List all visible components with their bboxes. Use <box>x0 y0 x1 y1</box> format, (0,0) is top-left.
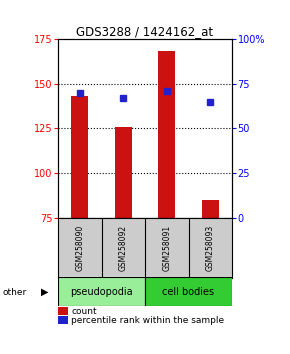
Text: percentile rank within the sample: percentile rank within the sample <box>71 315 224 325</box>
Text: count: count <box>71 307 97 316</box>
Text: GSM258092: GSM258092 <box>119 225 128 271</box>
Title: GDS3288 / 1424162_at: GDS3288 / 1424162_at <box>77 25 213 38</box>
Bar <box>115 126 131 218</box>
Bar <box>71 96 88 218</box>
Bar <box>202 200 219 218</box>
Text: other: other <box>3 287 27 297</box>
Text: GSM258090: GSM258090 <box>75 225 84 271</box>
Text: ▶: ▶ <box>41 287 49 297</box>
Text: cell bodies: cell bodies <box>162 287 215 297</box>
Bar <box>145 277 232 306</box>
Text: GSM258093: GSM258093 <box>206 225 215 271</box>
Text: pseudopodia: pseudopodia <box>70 287 133 297</box>
Bar <box>58 277 145 306</box>
Bar <box>158 51 175 218</box>
Text: GSM258091: GSM258091 <box>162 225 171 271</box>
